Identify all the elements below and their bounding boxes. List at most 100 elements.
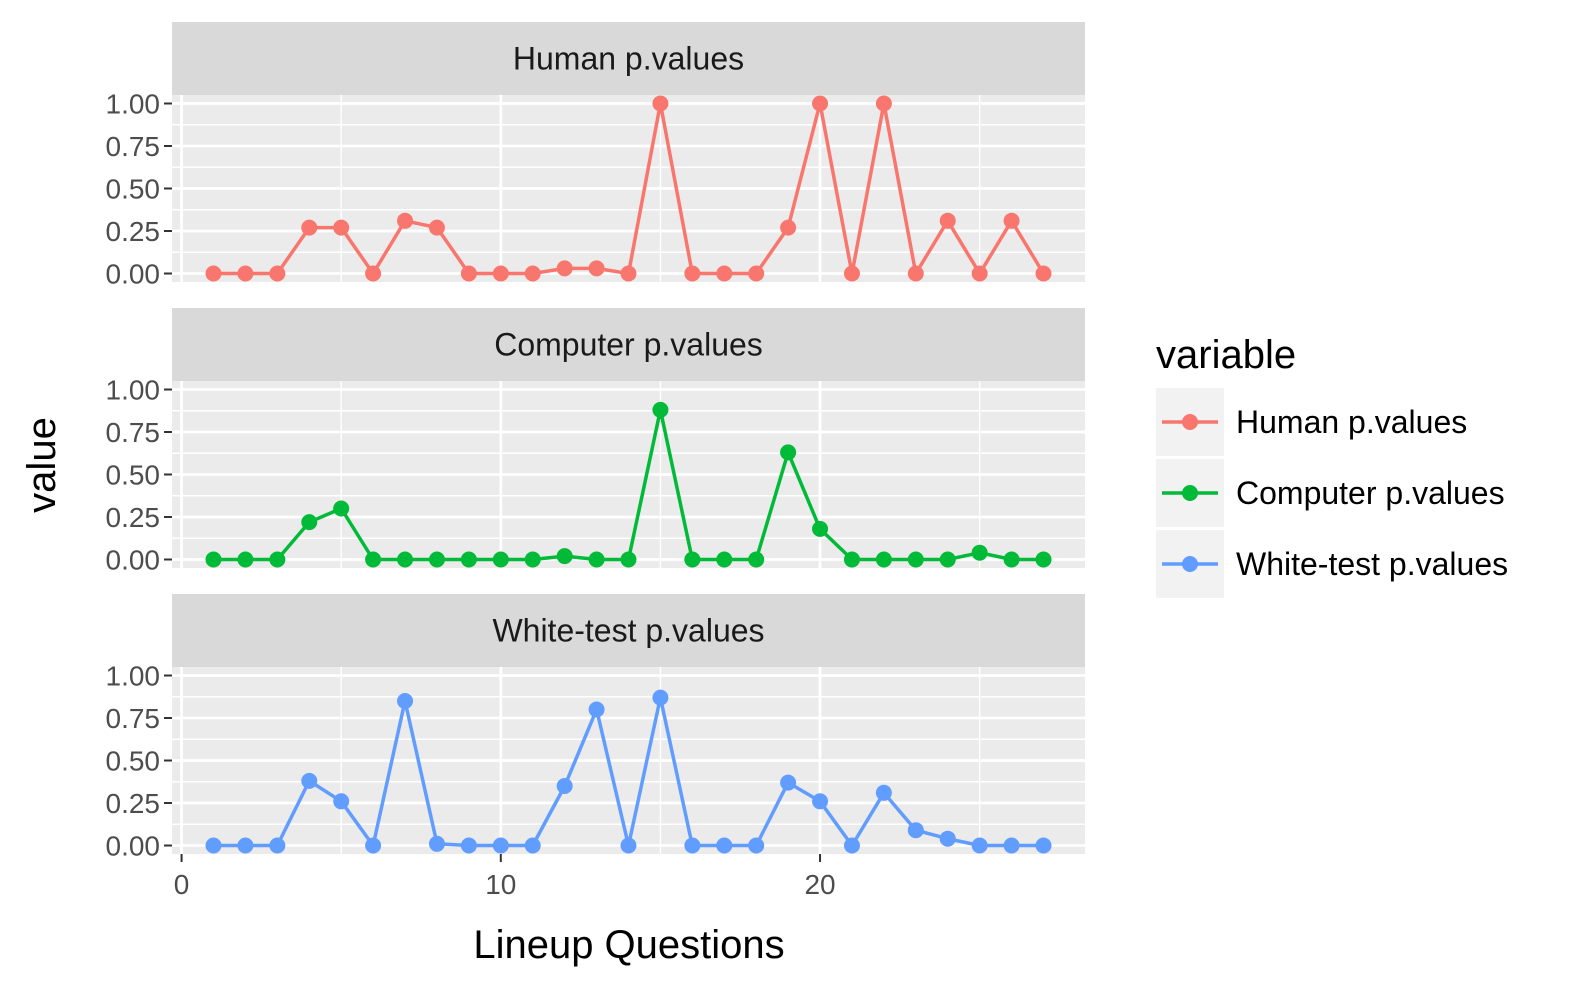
- data-point: [620, 837, 637, 854]
- data-point: [780, 444, 797, 461]
- data-point: [620, 265, 637, 282]
- y-tick-label: 0.00: [106, 831, 161, 862]
- data-point: [907, 265, 924, 282]
- legend-item: Computer p.values: [1156, 459, 1505, 527]
- data-point: [365, 551, 382, 568]
- data-point: [460, 551, 477, 568]
- legend-key-point: [1182, 485, 1198, 501]
- data-point: [524, 551, 541, 568]
- y-tick-label: 0.00: [106, 545, 161, 576]
- facet-strip: [172, 594, 1085, 667]
- x-axis: 0 10 20: [174, 854, 836, 900]
- data-point: [971, 837, 988, 854]
- data-point: [780, 219, 797, 236]
- data-point: [716, 551, 733, 568]
- legend: variable Human p.values Computer p.values…: [1156, 333, 1508, 598]
- y-tick-label: 1.00: [106, 89, 161, 120]
- data-point: [237, 551, 254, 568]
- y-tick-label: 0.75: [106, 417, 161, 448]
- data-point: [748, 551, 765, 568]
- data-point: [907, 551, 924, 568]
- data-point: [939, 212, 956, 229]
- data-point: [397, 212, 414, 229]
- legend-item: White-test p.values: [1156, 530, 1508, 598]
- facet-strip: [172, 308, 1085, 381]
- data-point: [812, 520, 829, 537]
- x-tick-label: 20: [804, 869, 835, 900]
- data-point: [301, 772, 318, 789]
- facet-panel: White-test p.values 0.00 0.25 0.50 0.75 1.00: [106, 594, 1085, 862]
- facet-panel: Computer p.values 0.00 0.25 0.50 0.75 1.00: [106, 308, 1085, 576]
- data-point: [205, 551, 222, 568]
- data-point: [492, 837, 509, 854]
- data-point: [971, 265, 988, 282]
- data-point: [492, 551, 509, 568]
- data-point: [1003, 212, 1020, 229]
- data-point: [1035, 837, 1052, 854]
- data-point: [652, 401, 669, 418]
- data-point: [588, 551, 605, 568]
- y-tick-label: 0.25: [106, 788, 161, 819]
- data-point: [556, 260, 573, 277]
- data-point: [812, 793, 829, 810]
- x-axis-title: Lineup Questions: [473, 923, 784, 967]
- facet-panel: Human p.values 0.00 0.25 0.50 0.75 1.00: [106, 22, 1085, 290]
- legend-label: White-test p.values: [1236, 546, 1508, 582]
- legend-key-point: [1182, 556, 1198, 572]
- data-point: [333, 500, 350, 517]
- legend-label: Computer p.values: [1236, 475, 1505, 511]
- data-point: [365, 837, 382, 854]
- data-point: [524, 837, 541, 854]
- data-point: [301, 219, 318, 236]
- data-point: [875, 784, 892, 801]
- x-tick-label: 0: [174, 869, 190, 900]
- data-point: [556, 548, 573, 565]
- data-point: [301, 514, 318, 531]
- data-point: [588, 260, 605, 277]
- y-tick-label: 0.25: [106, 216, 161, 247]
- data-point: [205, 265, 222, 282]
- facet-strip-label: Computer p.values: [494, 327, 763, 363]
- data-point: [748, 265, 765, 282]
- data-point: [652, 689, 669, 706]
- y-tick-label: 0.50: [106, 460, 161, 491]
- data-point: [460, 265, 477, 282]
- data-point: [1035, 265, 1052, 282]
- data-point: [460, 837, 477, 854]
- data-point: [716, 837, 733, 854]
- data-point: [875, 551, 892, 568]
- data-point: [269, 837, 286, 854]
- facet-strip-label: Human p.values: [513, 41, 744, 77]
- data-point: [843, 265, 860, 282]
- data-point: [269, 551, 286, 568]
- data-point: [780, 774, 797, 791]
- data-point: [652, 95, 669, 112]
- data-point: [907, 822, 924, 839]
- legend-key-point: [1182, 414, 1198, 430]
- data-point: [205, 837, 222, 854]
- data-point: [684, 551, 701, 568]
- data-point: [843, 837, 860, 854]
- y-tick-label: 1.00: [106, 661, 161, 692]
- data-point: [556, 778, 573, 794]
- data-point: [397, 551, 414, 568]
- y-tick-label: 0.25: [106, 502, 161, 533]
- legend-title: variable: [1156, 333, 1296, 377]
- facet-panels: Human p.values0.000.250.500.751.00Comput…: [106, 22, 1085, 862]
- data-point: [492, 265, 509, 282]
- data-point: [716, 265, 733, 282]
- data-point: [971, 544, 988, 561]
- data-point: [269, 265, 286, 282]
- data-point: [333, 219, 350, 236]
- data-point: [1035, 551, 1052, 568]
- data-point: [333, 793, 350, 810]
- legend-label: Human p.values: [1236, 404, 1467, 440]
- data-point: [397, 693, 414, 709]
- data-point: [939, 830, 956, 847]
- data-point: [237, 837, 254, 854]
- y-tick-label: 1.00: [106, 375, 161, 406]
- y-tick-label: 0.75: [106, 703, 161, 734]
- data-point: [620, 551, 637, 568]
- data-point: [939, 551, 956, 568]
